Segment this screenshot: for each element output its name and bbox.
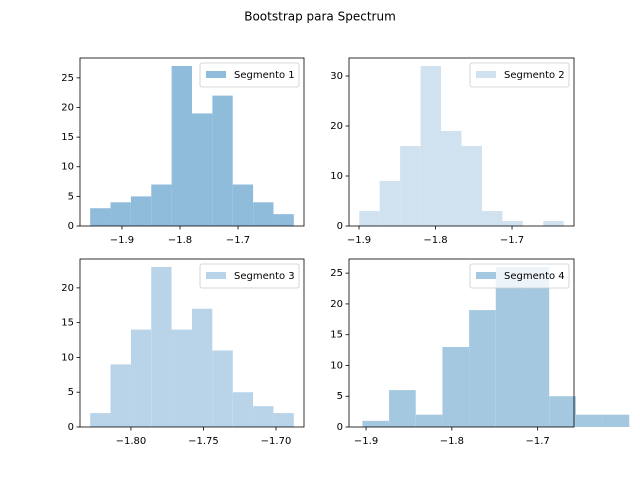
histogram-bar xyxy=(253,406,274,427)
histogram-bar xyxy=(110,364,131,427)
legend-box xyxy=(199,263,300,289)
histogram-bar xyxy=(253,202,274,226)
x-tick-label: −1.70 xyxy=(261,436,292,447)
histogram-bar xyxy=(232,392,254,427)
axes-frame xyxy=(79,57,305,227)
y-tick-label: 15 xyxy=(61,132,74,143)
axes-frame xyxy=(79,258,305,428)
histogram-bar xyxy=(212,95,233,226)
histogram-bar xyxy=(151,267,172,427)
y-tick-label: 20 xyxy=(330,299,343,310)
x-tick-label: −1.7 xyxy=(226,235,250,246)
y-tick-label: 15 xyxy=(330,330,343,341)
histogram-bar xyxy=(543,221,564,226)
histogram-bar xyxy=(389,390,416,427)
histogram-bar xyxy=(575,414,603,427)
axes-frame xyxy=(348,57,575,227)
y-tick-label: 10 xyxy=(330,171,343,182)
legend-swatch xyxy=(206,71,226,78)
y-tick-label: 0 xyxy=(337,221,343,232)
y-tick-label: 10 xyxy=(330,360,343,371)
y-tick-label: 30 xyxy=(330,71,343,82)
histogram-bar xyxy=(481,211,503,226)
y-tick-label: 5 xyxy=(68,191,74,202)
histogram-bar xyxy=(151,184,172,226)
histogram-bar xyxy=(130,196,152,226)
y-tick-label: 20 xyxy=(61,102,74,113)
y-tick-label: 15 xyxy=(61,318,74,329)
histogram-bar xyxy=(495,267,523,427)
y-tick-label: 5 xyxy=(337,391,343,402)
histogram-bar xyxy=(273,413,294,427)
legend-box xyxy=(199,62,300,88)
y-tick-label: 10 xyxy=(61,352,74,363)
histogram-bar xyxy=(420,66,442,226)
histogram-bar xyxy=(362,420,390,427)
x-tick-label: −1.9 xyxy=(110,235,134,246)
legend-label: Segmento 3 xyxy=(234,271,295,282)
y-tick-label: 25 xyxy=(330,268,343,279)
x-tick-label: −1.9 xyxy=(354,436,378,447)
y-tick-label: 20 xyxy=(330,121,343,132)
histogram-bar xyxy=(379,181,401,226)
x-tick-label: −1.80 xyxy=(116,436,147,447)
histogram-bar xyxy=(469,310,496,427)
histogram-bar xyxy=(461,146,482,226)
histogram-bar xyxy=(442,347,470,427)
histogram-bar xyxy=(400,146,421,226)
histogram-bar xyxy=(90,413,111,427)
y-tick-label: 10 xyxy=(61,162,74,173)
legend-label: Segmento 4 xyxy=(504,271,565,282)
figure-title: Bootstrap para Spectrum xyxy=(244,10,396,24)
x-tick-label: −1.9 xyxy=(347,235,371,246)
y-tick-label: 20 xyxy=(61,283,74,294)
histogram-bar xyxy=(359,211,380,226)
histogram-bar xyxy=(192,113,213,226)
histogram-bar xyxy=(171,329,192,427)
y-tick-label: 5 xyxy=(68,387,74,398)
histogram-bar xyxy=(522,267,550,427)
legend-box xyxy=(469,62,570,88)
x-tick-label: −1.8 xyxy=(440,436,464,447)
histogram-bar xyxy=(212,350,233,427)
axes-frame xyxy=(348,258,575,428)
x-tick-label: −1.75 xyxy=(188,436,219,447)
legend-swatch xyxy=(476,71,496,78)
histogram-bar xyxy=(602,414,630,427)
histogram-bar xyxy=(90,208,111,226)
legend-box xyxy=(469,263,570,289)
histogram-bar xyxy=(192,308,213,427)
histogram-bar xyxy=(441,131,462,226)
histogram-bar xyxy=(171,66,192,226)
legend-label: Segmento 2 xyxy=(504,70,565,81)
x-tick-label: −1.8 xyxy=(168,235,192,246)
x-tick-label: −1.7 xyxy=(525,436,549,447)
y-tick-label: 0 xyxy=(68,422,74,433)
x-tick-label: −1.8 xyxy=(423,235,447,246)
y-tick-label: 0 xyxy=(337,422,343,433)
histogram-bar xyxy=(415,414,443,427)
histogram-bar xyxy=(110,202,131,226)
histogram-bar xyxy=(232,184,254,226)
legend-swatch xyxy=(476,272,496,279)
legend-swatch xyxy=(206,272,226,279)
histogram-bar xyxy=(549,396,576,427)
legend-label: Segmento 1 xyxy=(234,70,295,81)
x-tick-label: −1.7 xyxy=(500,235,524,246)
histogram-bar xyxy=(502,221,523,226)
y-tick-label: 25 xyxy=(61,73,74,84)
histogram-bar xyxy=(273,214,294,226)
histogram-bar xyxy=(130,329,152,427)
y-tick-label: 0 xyxy=(68,221,74,232)
